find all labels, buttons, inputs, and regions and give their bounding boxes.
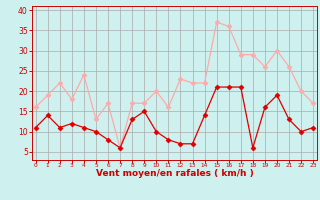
X-axis label: Vent moyen/en rafales ( km/h ): Vent moyen/en rafales ( km/h ) (96, 169, 253, 178)
